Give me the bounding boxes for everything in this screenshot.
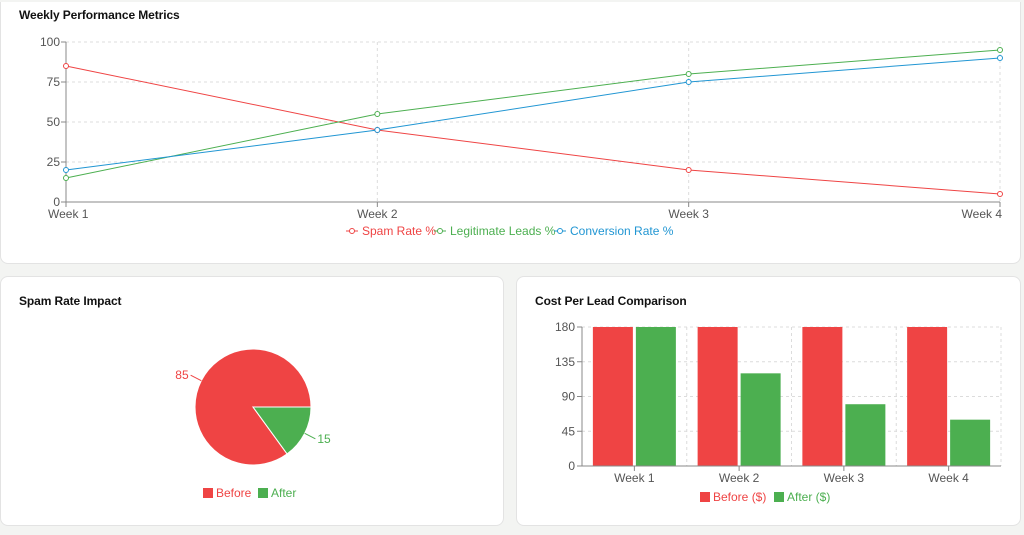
y-tick-label: 135 — [555, 355, 575, 369]
legend-item: After — [258, 486, 296, 500]
pie-value-label: 15 — [317, 432, 331, 446]
data-point — [374, 111, 381, 117]
pie-chart-title: Spam Rate Impact — [19, 294, 122, 308]
bar — [740, 373, 781, 466]
legend-item: After ($) — [774, 490, 830, 504]
y-tick-label: 25 — [47, 155, 61, 169]
legend-label: After ($) — [787, 490, 830, 504]
x-tick-label: Week 3 — [824, 471, 865, 485]
data-point — [997, 191, 1003, 197]
bar-chart: 0 45 90 135 180 Week 1 Week 2 Week 3 Week 4 Befor… — [555, 320, 1002, 504]
y-tick-label: 0 — [568, 459, 575, 473]
legend-label: Before ($) — [713, 490, 766, 504]
line-chart-title: Weekly Performance Metrics — [19, 8, 180, 22]
y-tick-label: 75 — [47, 75, 61, 89]
bar — [592, 327, 633, 466]
legend-item: Spam Rate % — [346, 224, 436, 238]
x-tick-label: Week 4 — [928, 471, 969, 485]
bar — [635, 327, 676, 466]
bar — [845, 404, 886, 466]
x-tick-label: Week 2 — [357, 207, 398, 221]
bar — [950, 419, 991, 466]
data-point — [63, 167, 69, 173]
spam-rate-impact-card: Spam Rate Impact 85 15 Before After — [0, 276, 504, 526]
legend-item: Legitimate Leads % — [434, 224, 556, 238]
data-point — [63, 175, 69, 181]
pie-label-line — [304, 432, 316, 440]
pie-chart: 85 15 Before After — [175, 348, 331, 500]
x-tick-label: Week 2 — [719, 471, 760, 485]
legend-label: Before — [216, 486, 252, 500]
y-tick-label: 180 — [555, 320, 575, 334]
data-point — [374, 127, 381, 133]
legend-swatch — [774, 492, 784, 502]
legend-swatch-dot — [437, 228, 443, 234]
data-point — [997, 55, 1003, 61]
y-tick-label: 0 — [53, 195, 60, 209]
x-tick-label: Week 1 — [614, 471, 655, 485]
bar — [802, 327, 843, 466]
legend-label: Legitimate Leads % — [450, 224, 556, 238]
weekly-performance-card: Weekly Performance Metrics 0 25 50 75 100 Wee… — [0, 2, 1021, 264]
x-tick-label: Week 1 — [48, 207, 89, 221]
y-tick-label: 100 — [40, 35, 60, 49]
series-line — [65, 65, 1001, 195]
data-point — [63, 63, 69, 69]
legend-swatch — [203, 488, 213, 498]
pie-value-label: 85 — [175, 368, 189, 382]
bar — [697, 327, 738, 466]
x-tick-label: Week 3 — [668, 207, 709, 221]
x-tick-label: Week 4 — [962, 207, 1003, 221]
legend-swatch-dot — [349, 228, 355, 234]
legend-swatch — [258, 488, 268, 498]
data-point — [685, 167, 692, 173]
legend-label: After — [271, 486, 296, 500]
legend-item: Before — [203, 486, 252, 500]
series-line — [65, 49, 1001, 179]
line-chart: 0 25 50 75 100 Week 1 Week 2 Week 3 Week 4 Spam R… — [40, 35, 1003, 238]
data-point — [685, 79, 692, 85]
pie-slice — [252, 406, 312, 455]
legend-swatch — [700, 492, 710, 502]
legend-item: Before ($) — [700, 490, 766, 504]
legend-label: Conversion Rate % — [570, 224, 674, 238]
pie-label-line — [190, 374, 202, 382]
series-line — [65, 57, 1001, 171]
bar — [907, 327, 948, 466]
data-point — [685, 71, 692, 77]
y-tick-label: 45 — [562, 424, 576, 438]
legend-swatch-dot — [557, 228, 563, 234]
data-point — [997, 47, 1003, 53]
legend-item: Conversion Rate % — [554, 224, 674, 238]
bar-chart-title: Cost Per Lead Comparison — [535, 294, 687, 308]
y-tick-label: 50 — [47, 115, 61, 129]
legend-label: Spam Rate % — [362, 224, 436, 238]
cost-per-lead-card: Cost Per Lead Comparison 0 45 90 135 180 Week… — [516, 276, 1021, 526]
y-tick-label: 90 — [562, 390, 576, 404]
